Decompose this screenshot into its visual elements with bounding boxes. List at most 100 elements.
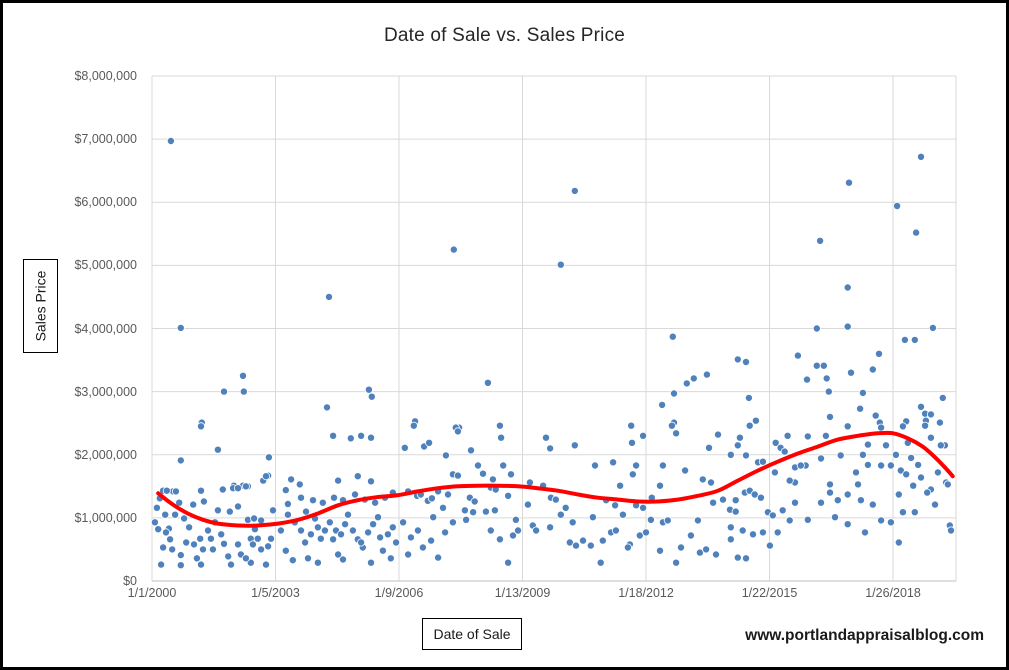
scatter-point — [936, 441, 945, 450]
scatter-point — [847, 368, 856, 377]
scatter-point — [854, 480, 863, 489]
scatter-point — [858, 388, 867, 397]
scatter-point — [682, 379, 691, 388]
scatter-point — [742, 554, 751, 563]
scatter-point — [677, 543, 686, 552]
scatter-point — [770, 468, 779, 477]
scatter-point — [796, 461, 805, 470]
scatter-point — [780, 447, 789, 456]
scatter-point — [182, 538, 191, 547]
scatter-point — [306, 530, 315, 539]
scatter-point — [758, 457, 767, 466]
scatter-point — [301, 538, 310, 547]
scatter-point — [199, 497, 208, 506]
scatter-point — [702, 545, 711, 554]
scatter-point — [353, 472, 362, 481]
scatter-point — [219, 539, 228, 548]
scatter-point — [856, 404, 865, 413]
scatter-point — [572, 541, 581, 550]
scatter-point — [283, 499, 292, 508]
scatter-point — [902, 470, 911, 479]
scatter-point — [486, 526, 495, 535]
scatter-point — [373, 513, 382, 522]
scatter-point — [843, 322, 852, 331]
y-axis-title: Sales Price — [32, 270, 49, 342]
scatter-point — [831, 513, 840, 522]
scatter-point — [192, 554, 201, 563]
scatter-point — [276, 526, 285, 535]
scatter-point — [750, 490, 759, 499]
scatter-point — [150, 518, 159, 527]
scatter-point — [152, 503, 161, 512]
scatter-point — [551, 495, 560, 504]
scatter-point — [731, 496, 740, 505]
scatter-point — [917, 402, 926, 411]
scatter-point — [470, 497, 479, 506]
scatter-point — [926, 433, 935, 442]
scatter-point — [791, 498, 800, 507]
scatter-point — [833, 496, 842, 505]
scatter-point — [912, 228, 921, 237]
scatter-point — [735, 433, 744, 442]
scatter-point — [586, 541, 595, 550]
scatter-point — [427, 494, 436, 503]
scatter-point — [698, 475, 707, 484]
scatter-point — [909, 481, 918, 490]
scatter-point — [176, 323, 185, 332]
scatter-point — [198, 545, 207, 554]
scatter-point — [313, 558, 322, 567]
scatter-point — [845, 178, 854, 187]
x-tick-label: 1/9/2006 — [374, 586, 424, 600]
scatter-point — [886, 461, 895, 470]
scatter-point — [189, 540, 198, 549]
scatter-point — [357, 431, 366, 440]
scatter-point — [364, 528, 373, 537]
scatter-point — [733, 355, 742, 364]
scatter-point — [253, 534, 262, 543]
scatter-point — [843, 422, 852, 431]
scatter-point — [478, 469, 487, 478]
scatter-point — [453, 427, 462, 436]
scatter-point — [241, 482, 250, 491]
scatter-point — [803, 515, 812, 524]
scatter-point — [366, 558, 375, 567]
scatter-point — [301, 507, 310, 516]
scatter-point — [898, 508, 907, 517]
scatter-point — [635, 531, 644, 540]
x-tick-label: 1/1/2000 — [127, 586, 177, 600]
scatter-point — [596, 558, 605, 567]
scatter-point — [672, 429, 681, 438]
scatter-point — [499, 461, 508, 470]
scatter-point — [910, 508, 919, 517]
scatter-point — [871, 411, 880, 420]
scatter-point — [618, 510, 627, 519]
x-tick-label: 1/22/2015 — [741, 586, 798, 600]
scatter-point — [858, 450, 867, 459]
scatter-point — [264, 542, 273, 551]
scatter-point — [233, 484, 242, 493]
scatter-point — [264, 453, 273, 462]
scatter-point — [702, 370, 711, 379]
scatter-point — [334, 476, 343, 485]
scatter-point — [933, 468, 942, 477]
scatter-point — [738, 526, 747, 535]
trend-line — [156, 430, 955, 528]
scatter-point — [926, 410, 935, 419]
scatter-point — [441, 451, 450, 460]
scatter-point — [877, 461, 886, 470]
scatter-point — [241, 554, 250, 563]
scatter-point — [707, 478, 716, 487]
scatter-point — [917, 473, 926, 482]
scatter-point — [481, 507, 490, 516]
scatter-point — [773, 528, 782, 537]
scatter-point — [320, 526, 329, 535]
scatter-point — [917, 152, 926, 161]
scatter-point — [350, 490, 359, 499]
scatter-point — [726, 523, 735, 532]
y-tick-label: $0 — [123, 574, 137, 588]
scatter-point — [203, 526, 212, 535]
scatter-point — [611, 501, 620, 510]
scatter-point — [233, 502, 242, 511]
scatter-point — [546, 444, 555, 453]
scatter-point — [852, 468, 861, 477]
